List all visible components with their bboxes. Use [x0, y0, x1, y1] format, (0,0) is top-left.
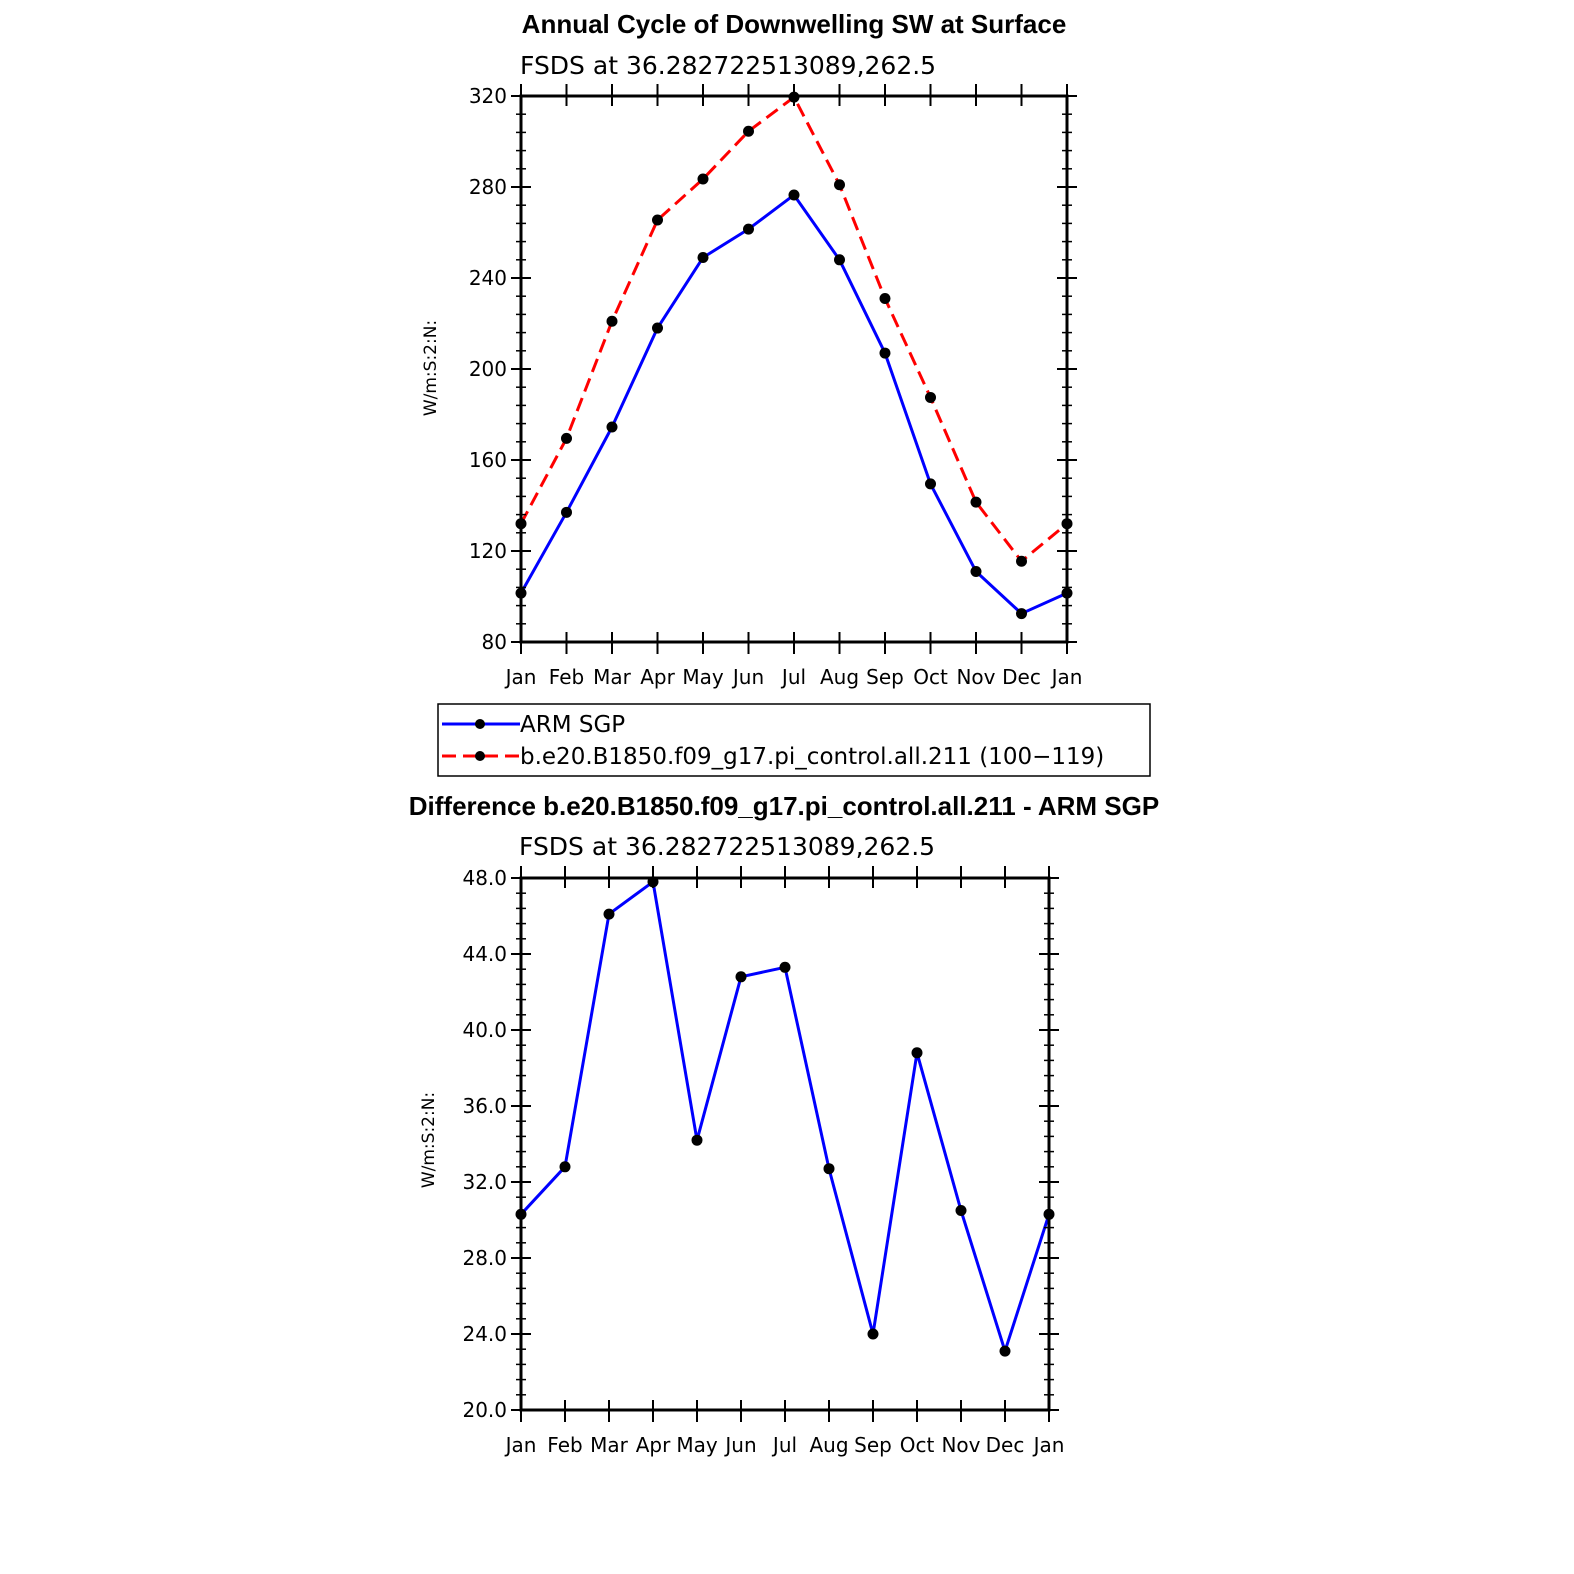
x-tick-label: Jan — [1050, 665, 1083, 689]
data-point — [970, 565, 982, 577]
y-tick-label: 48.0 — [462, 866, 507, 890]
y-tick-label: 160 — [469, 448, 507, 472]
data-point — [606, 421, 618, 433]
y-tick-label: 80 — [482, 630, 507, 654]
data-point — [823, 1163, 835, 1175]
y-tick-label: 40.0 — [462, 1018, 507, 1042]
data-point — [603, 908, 615, 920]
y-tick-label: 44.0 — [462, 942, 507, 966]
data-point — [697, 173, 709, 185]
x-tick-label: Nov — [956, 665, 995, 689]
data-point — [834, 254, 845, 266]
chart2-plot-frame — [519, 876, 1051, 1412]
x-tick-label: Jun — [723, 1433, 756, 1457]
x-tick-label: Feb — [547, 1433, 582, 1457]
data-point — [561, 506, 572, 518]
x-tick-label: Feb — [549, 665, 584, 689]
data-point — [652, 214, 663, 226]
x-tick-label: Jul — [780, 665, 806, 689]
chart2-ylabel: W/m:S:2:N: — [419, 1092, 439, 1188]
x-tick-label: Aug — [809, 1433, 848, 1457]
legend-box — [437, 703, 1151, 777]
legend-label-arm-sgp: ARM SGP — [520, 712, 625, 738]
x-tick-label: Dec — [986, 1433, 1025, 1457]
x-tick-label: Aug — [820, 665, 859, 689]
data-point — [559, 1161, 571, 1173]
data-point — [970, 496, 982, 508]
data-point — [788, 189, 800, 201]
x-tick-label: Mar — [593, 665, 632, 689]
x-tick-label: Apr — [640, 665, 675, 689]
y-tick-label: 28.0 — [462, 1246, 507, 1270]
x-tick-label: Dec — [1002, 665, 1041, 689]
data-point — [999, 1345, 1011, 1357]
data-point — [743, 125, 754, 137]
data-point — [743, 223, 754, 235]
x-tick-label: Mar — [590, 1433, 629, 1457]
data-point — [1016, 608, 1027, 620]
x-tick-label: Nov — [941, 1433, 980, 1457]
data-point — [691, 1134, 703, 1146]
x-tick-label: May — [676, 1433, 718, 1457]
x-tick-label: Oct — [900, 1433, 935, 1457]
x-tick-label: Oct — [913, 665, 948, 689]
data-point — [879, 292, 891, 304]
legend-marker-model — [475, 751, 485, 761]
y-tick-label: 36.0 — [462, 1094, 507, 1118]
y-tick-label: 320 — [469, 84, 507, 108]
x-tick-label: Sep — [866, 665, 904, 689]
series-line-1 — [519, 193, 1068, 616]
x-tick-label: Jan — [504, 1433, 537, 1457]
data-point — [561, 432, 572, 444]
data-point — [879, 347, 891, 359]
y-tick-label: 20.0 — [462, 1398, 507, 1422]
difference-chart: Difference b.e20.B1850.f09_g17.pi_contro… — [409, 791, 1159, 1457]
x-tick-label: Jan — [1032, 1433, 1065, 1457]
x-tick-label: Jan — [504, 665, 537, 689]
data-point — [779, 961, 791, 973]
data-point — [867, 1328, 879, 1340]
chart1-ylabel: W/m:S:2:N: — [421, 320, 441, 416]
data-point — [1016, 555, 1027, 567]
y-tick-label: 200 — [469, 357, 507, 381]
chart1-plot-frame — [519, 94, 1069, 644]
data-point — [925, 478, 936, 490]
chart1-subtitle: FSDS at 36.282722513089,262.5 — [520, 51, 936, 80]
legend-marker-arm-sgp — [475, 719, 485, 729]
x-tick-label: May — [682, 665, 724, 689]
data-point — [955, 1205, 967, 1216]
chart1-title: Annual Cycle of Downwelling SW at Surfac… — [522, 9, 1067, 39]
data-point — [697, 252, 709, 264]
y-tick-label: 32.0 — [462, 1170, 507, 1194]
series-line-2 — [519, 95, 1068, 563]
series-line-1 — [519, 880, 1051, 1353]
data-point — [735, 971, 747, 983]
x-tick-label: Jul — [771, 1433, 797, 1457]
x-tick-label: Apr — [636, 1433, 671, 1457]
legend-label-model: b.e20.B1850.f09_g17.pi_control.all.211 (… — [520, 744, 1104, 770]
chart1-legend: ARM SGP b.e20.B1850.f09_g17.pi_control.a… — [437, 703, 1151, 777]
data-point — [925, 391, 936, 403]
data-point — [606, 315, 618, 327]
data-point — [652, 322, 663, 334]
y-tick-label: 280 — [469, 175, 507, 199]
x-tick-label: Sep — [854, 1433, 892, 1457]
x-tick-label: Jun — [731, 665, 764, 689]
data-point — [834, 179, 845, 191]
chart2-title: Difference b.e20.B1850.f09_g17.pi_contro… — [409, 791, 1159, 821]
y-tick-label: 120 — [469, 539, 507, 563]
chart2-subtitle: FSDS at 36.282722513089,262.5 — [519, 832, 935, 861]
y-tick-label: 24.0 — [462, 1322, 507, 1346]
annual-cycle-chart: Annual Cycle of Downwelling SW at Surfac… — [421, 9, 1151, 777]
data-point — [911, 1047, 923, 1059]
y-tick-label: 240 — [469, 266, 507, 290]
